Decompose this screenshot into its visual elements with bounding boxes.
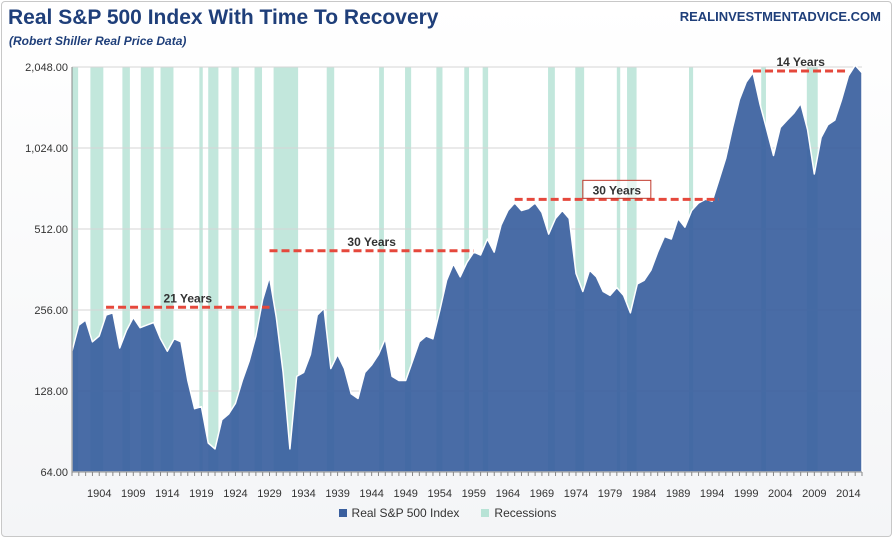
recession-band-6 [199, 67, 203, 472]
source-watermark: REALINVESTMENTADVICE.COM [679, 9, 881, 24]
x-tick-label-8: 1944 [359, 488, 383, 500]
recovery-label-3: 30 Years [593, 183, 642, 197]
x-tick-label-19: 1999 [734, 488, 758, 500]
index-area [71, 64, 863, 473]
x-tick-label-10: 1954 [428, 488, 452, 500]
x-tick-label-18: 1994 [700, 488, 724, 500]
x-tick-label-9: 1949 [393, 488, 417, 500]
x-tick-label-14: 1974 [564, 488, 588, 500]
x-tick-label-4: 1924 [223, 488, 247, 500]
recovery-label-box-3 [582, 179, 652, 199]
chart-subtitle: (Robert Shiller Real Price Data) [9, 34, 187, 48]
recession-band-14 [436, 67, 443, 472]
recession-band-9 [254, 67, 263, 472]
recession-band-20 [627, 67, 637, 472]
x-tick-label-2: 1914 [155, 488, 179, 500]
x-tick-label-0: 1904 [87, 488, 111, 500]
y-tick-label-5: 2,048.00 [25, 62, 68, 74]
x-tick-label-3: 1919 [189, 488, 213, 500]
axes: 64.00 128.00 256.00 512.00 1,024.00 2,048.00 1… [25, 62, 863, 500]
x-tick-label-12: 1964 [496, 488, 520, 500]
x-tick-label-17: 1989 [666, 488, 690, 500]
recession-band-19 [616, 67, 621, 472]
recession-band-13 [405, 67, 412, 472]
legend-item-index: Real S&P 500 Index [338, 506, 460, 520]
legend-swatch-recessions [481, 509, 490, 517]
y-tick-label-4: 1,024.00 [25, 143, 68, 155]
y-tick-label-3: 512.00 [34, 224, 68, 236]
x-tick-label-21: 2009 [802, 488, 826, 500]
x-tick-label-20: 2004 [768, 488, 792, 500]
recession-band-18 [575, 67, 585, 472]
recession-band-1 [72, 67, 79, 472]
recovery-label-2: 30 Years [347, 235, 396, 249]
x-tick-label-1: 1909 [121, 488, 145, 500]
x-tick-label-16: 1984 [632, 488, 656, 500]
x-tick-label-13: 1969 [530, 488, 554, 500]
legend: Real S&P 500 Index Recessions [0, 506, 895, 520]
y-tick-label-0: 64.00 [40, 467, 68, 479]
legend-label-index: Real S&P 500 Index [351, 506, 460, 520]
y-tick-label-1: 128.00 [34, 386, 68, 398]
recession-band-12 [379, 67, 384, 472]
recovery-annotations: 21 Years 30 Years 30 Years 14 Years [106, 55, 849, 309]
x-tick-label-15: 1979 [598, 488, 622, 500]
recession-band-8 [231, 67, 239, 472]
recession-band-7 [208, 67, 219, 472]
legend-label-recessions: Recessions [494, 506, 557, 520]
x-tick-label-22: 2014 [836, 488, 860, 500]
chart-title: Real S&P 500 Index With Time To Recovery [8, 6, 439, 29]
x-tick-label-11: 1959 [462, 488, 486, 500]
x-tick-label-5: 1929 [257, 488, 281, 500]
recession-band-11 [326, 67, 335, 472]
recovery-label-4: 14 Years [776, 55, 825, 69]
legend-swatch-index [338, 509, 347, 517]
recession-band-3 [122, 67, 130, 472]
legend-item-recessions: Recessions [481, 506, 556, 520]
x-tick-label-6: 1934 [291, 488, 315, 500]
series-area-real-sp500 [71, 64, 863, 473]
x-tick-label-7: 1939 [325, 488, 349, 500]
recovery-label-1: 21 Years [164, 291, 213, 305]
y-tick-label-2: 256.00 [34, 305, 68, 317]
